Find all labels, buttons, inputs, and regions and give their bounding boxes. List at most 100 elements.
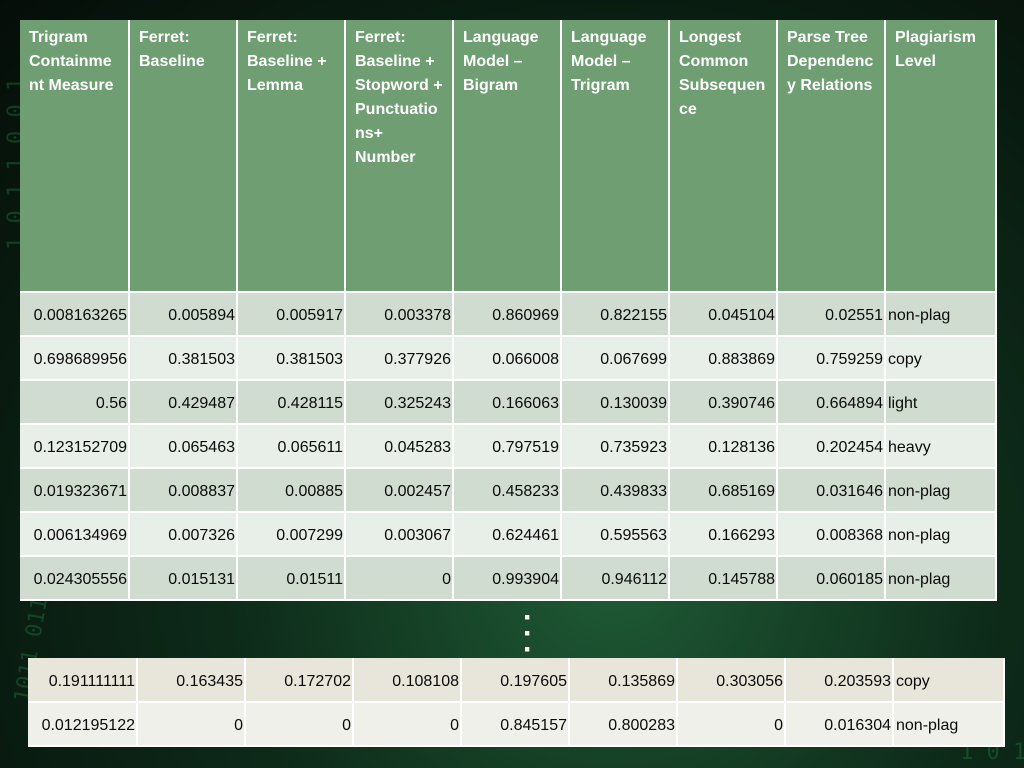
table-cell: 0.428115 [237, 380, 346, 425]
table-cell: 0 [345, 556, 454, 601]
table-cell: 0.439833 [561, 468, 670, 513]
table-cell: 0.019323671 [20, 468, 130, 513]
table-cell: 0.01511 [237, 556, 346, 601]
table-row: 0.698689956 0.381503 0.381503 0.377926 0.066… [20, 336, 997, 381]
table-cell: 0.135869 [569, 658, 678, 703]
table-cell: 0.045283 [345, 424, 454, 469]
table-cell: 0.883869 [669, 336, 778, 381]
table-cell: 0.045104 [669, 292, 778, 337]
table-cell: 0.145788 [669, 556, 778, 601]
table-cell: 0.458233 [453, 468, 562, 513]
table-row: 0.008163265 0.005894 0.005917 0.003378 0.860… [20, 292, 997, 337]
table-row: 0.123152709 0.065463 0.065611 0.045283 0.797… [20, 424, 997, 469]
table-row: 0.56 0.429487 0.428115 0.325243 0.166063 0.13… [20, 380, 997, 425]
table-cell: 0.202454 [777, 424, 886, 469]
table-cell: 0.007299 [237, 512, 346, 557]
table-cell: 0.664894 [777, 380, 886, 425]
table-cell: 0.946112 [561, 556, 670, 601]
table-cell: 0.007326 [129, 512, 238, 557]
table-cell: 0.377926 [345, 336, 454, 381]
table-cell: 0.024305556 [20, 556, 130, 601]
table-cell: 0.123152709 [20, 424, 130, 469]
plagiarism-level-cell: non-plag [885, 556, 997, 601]
column-header: Longest Common Subsequence [669, 20, 778, 293]
column-header: Trigram Containment Measure [20, 20, 130, 293]
plagiarism-level-cell: non-plag [885, 292, 997, 337]
table-cell: 0.006134969 [20, 512, 130, 557]
column-header: Plagiarism Level [885, 20, 997, 293]
table-cell: 0.02551 [777, 292, 886, 337]
table-row: 0.019323671 0.008837 0.00885 0.002457 0.4582… [20, 468, 997, 513]
table-cell: 0.015131 [129, 556, 238, 601]
plagiarism-level-cell: light [885, 380, 997, 425]
table-cell: 0.797519 [453, 424, 562, 469]
table-cell: 0.381503 [237, 336, 346, 381]
table-body: 0.191111111 0.163435 0.172702 0.108108 0.197… [28, 658, 1005, 747]
table-cell: 0.735923 [561, 424, 670, 469]
table-cell: 0.066008 [453, 336, 562, 381]
column-header: Language Model – Trigram [561, 20, 670, 293]
table-cell: 0.698689956 [20, 336, 130, 381]
table-cell: 0 [353, 702, 462, 747]
plagiarism-level-cell: non-plag [885, 468, 997, 513]
table-cell: 0.003378 [345, 292, 454, 337]
table-cell: 0.203593 [785, 658, 894, 703]
table-cell: 0.197605 [461, 658, 570, 703]
table-cell: 0.067699 [561, 336, 670, 381]
table-cell: 0.008837 [129, 468, 238, 513]
table-cell: 0.163435 [137, 658, 246, 703]
table-cell: 0.128136 [669, 424, 778, 469]
table-cell: 0.130039 [561, 380, 670, 425]
continuation-ellipsis-icon: · · · [523, 601, 533, 666]
table-header-row: Trigram Containment Measure Ferret: Base… [20, 20, 997, 293]
table-cell: 0.166063 [453, 380, 562, 425]
results-table-tail: 0.191111111 0.163435 0.172702 0.108108 0.197… [28, 658, 1005, 747]
table-cell: 0.008368 [777, 512, 886, 557]
table-cell: 0.031646 [777, 468, 886, 513]
table-cell: 0.800283 [569, 702, 678, 747]
table-cell: 0.993904 [453, 556, 562, 601]
table-cell: 0.325243 [345, 380, 454, 425]
table-cell: 0.685169 [669, 468, 778, 513]
column-header: Language Model – Bigram [453, 20, 562, 293]
table-cell: 0.303056 [677, 658, 786, 703]
column-header: Ferret: Baseline + Lemma [237, 20, 346, 293]
table-cell: 0.845157 [461, 702, 570, 747]
table-cell: 0.012195122 [28, 702, 138, 747]
table-cell: 0 [137, 702, 246, 747]
table-cell: 0.191111111 [28, 658, 138, 703]
plagiarism-level-cell: copy [893, 658, 1005, 703]
table-cell: 0 [245, 702, 354, 747]
table-cell: 0.003067 [345, 512, 454, 557]
column-header: Parse Tree Dependency Relations [777, 20, 886, 293]
table-cell: 0.060185 [777, 556, 886, 601]
table-cell: 0.56 [20, 380, 130, 425]
table-cell: 0.108108 [353, 658, 462, 703]
table-cell: 0.008163265 [20, 292, 130, 337]
table-cell: 0.016304 [785, 702, 894, 747]
table-body: 0.008163265 0.005894 0.005917 0.003378 0.860… [20, 292, 997, 601]
plagiarism-level-cell: non-plag [885, 512, 997, 557]
results-table: Trigram Containment Measure Ferret: Base… [20, 20, 997, 601]
table-cell: 0 [677, 702, 786, 747]
table-cell: 0.065611 [237, 424, 346, 469]
table-cell: 0.860969 [453, 292, 562, 337]
table-cell: 0.624461 [453, 512, 562, 557]
table-cell: 0.002457 [345, 468, 454, 513]
table-cell: 0.759259 [777, 336, 886, 381]
table-cell: 0.429487 [129, 380, 238, 425]
table-cell: 0.381503 [129, 336, 238, 381]
table-cell: 0.166293 [669, 512, 778, 557]
table-cell: 0.065463 [129, 424, 238, 469]
table-row: 0.024305556 0.015131 0.01511 0 0.993904 0.946… [20, 556, 997, 601]
table-cell: 0.595563 [561, 512, 670, 557]
table-row: 0.191111111 0.163435 0.172702 0.108108 0.197… [28, 658, 1005, 703]
table-cell: 0.005917 [237, 292, 346, 337]
table-cell: 0.172702 [245, 658, 354, 703]
table-row: 0.006134969 0.007326 0.007299 0.003067 0.624… [20, 512, 997, 557]
table-cell: 0.005894 [129, 292, 238, 337]
plagiarism-level-cell: heavy [885, 424, 997, 469]
column-header: Ferret: Baseline + Stopword + Punctuatio… [345, 20, 454, 293]
table-cell: 0.390746 [669, 380, 778, 425]
plagiarism-level-cell: non-plag [893, 702, 1005, 747]
